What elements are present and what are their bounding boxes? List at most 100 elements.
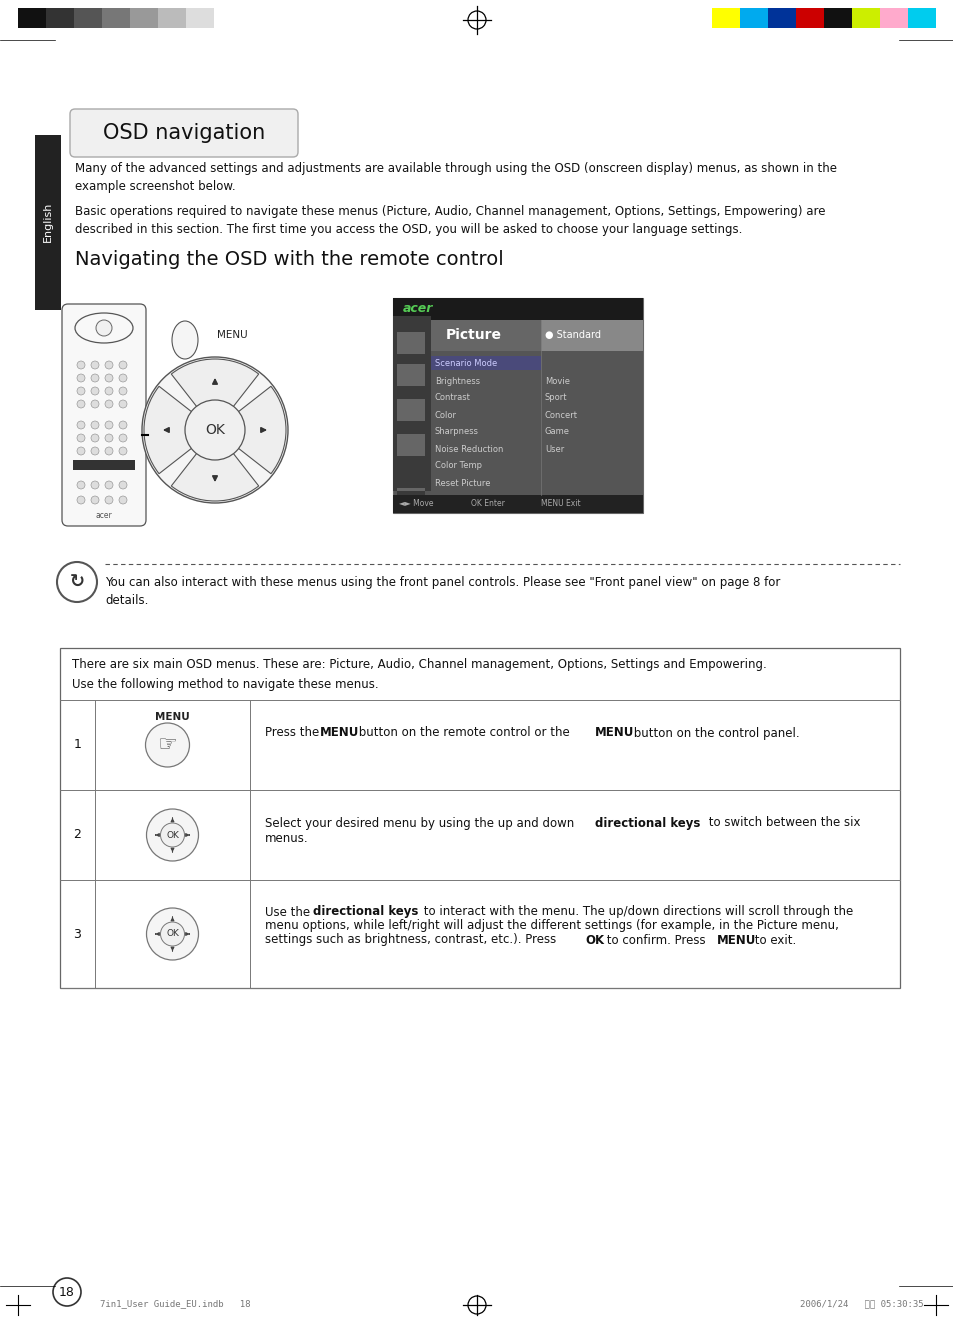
- Text: MENU: MENU: [595, 727, 634, 740]
- Circle shape: [77, 421, 85, 429]
- Text: Sport: Sport: [544, 393, 567, 402]
- Bar: [851, 8, 879, 28]
- Text: acer: acer: [95, 511, 112, 519]
- Bar: [431, 356, 540, 369]
- Circle shape: [105, 496, 112, 504]
- Text: Select your desired menu by using the up and down: Select your desired menu by using the up…: [265, 817, 578, 830]
- Bar: [711, 8, 740, 28]
- Bar: [540, 320, 642, 351]
- Circle shape: [185, 400, 245, 459]
- Text: to exit.: to exit.: [750, 933, 796, 947]
- Text: to switch between the six: to switch between the six: [704, 817, 860, 830]
- Bar: [396, 332, 424, 354]
- Text: User: User: [544, 445, 563, 454]
- FancyBboxPatch shape: [70, 109, 297, 158]
- Bar: [795, 8, 823, 28]
- Bar: [35, 135, 61, 310]
- Text: directional keys: directional keys: [595, 817, 700, 830]
- Text: Sharpness: Sharpness: [435, 428, 478, 437]
- Text: Use the following method to navigate these menus.: Use the following method to navigate the…: [71, 678, 378, 691]
- Text: ☞: ☞: [157, 735, 177, 755]
- Bar: [74, 8, 102, 28]
- Circle shape: [119, 387, 127, 395]
- Text: acer: acer: [402, 302, 433, 315]
- Circle shape: [142, 357, 288, 503]
- Text: OK: OK: [584, 933, 603, 947]
- Circle shape: [147, 908, 198, 960]
- Bar: [767, 8, 795, 28]
- Circle shape: [160, 824, 184, 847]
- Circle shape: [119, 434, 127, 442]
- Bar: [740, 8, 767, 28]
- Text: Press the: Press the: [265, 727, 323, 740]
- Circle shape: [105, 434, 112, 442]
- Bar: [393, 316, 431, 491]
- Circle shape: [91, 400, 99, 408]
- Bar: [130, 8, 158, 28]
- Circle shape: [105, 421, 112, 429]
- Circle shape: [119, 481, 127, 489]
- Bar: [60, 647, 899, 988]
- Circle shape: [53, 1278, 81, 1305]
- Text: 18: 18: [59, 1286, 75, 1299]
- Circle shape: [119, 400, 127, 408]
- Text: Picture: Picture: [446, 328, 501, 342]
- Wedge shape: [144, 387, 214, 474]
- Bar: [823, 8, 851, 28]
- Circle shape: [105, 400, 112, 408]
- Circle shape: [77, 400, 85, 408]
- Text: MENU Exit: MENU Exit: [540, 499, 580, 508]
- Text: MENU: MENU: [216, 330, 248, 340]
- Text: settings such as brightness, contrast, etc.). Press: settings such as brightness, contrast, e…: [265, 933, 559, 947]
- Text: Noise Reduction: Noise Reduction: [435, 445, 503, 454]
- Circle shape: [146, 723, 190, 767]
- Bar: [396, 491, 424, 512]
- Text: to confirm. Press: to confirm. Press: [602, 933, 709, 947]
- Ellipse shape: [75, 312, 132, 343]
- Text: Use the: Use the: [265, 906, 314, 919]
- Circle shape: [77, 481, 85, 489]
- Bar: [73, 459, 135, 470]
- FancyBboxPatch shape: [62, 305, 146, 526]
- Circle shape: [105, 361, 112, 369]
- Text: ◄► Move: ◄► Move: [398, 499, 433, 508]
- Text: 3: 3: [73, 928, 81, 940]
- Circle shape: [91, 387, 99, 395]
- Bar: [396, 466, 424, 489]
- Bar: [907, 8, 935, 28]
- Text: MENU: MENU: [319, 727, 359, 740]
- Text: OSD navigation: OSD navigation: [103, 123, 265, 143]
- Text: Basic operations required to navigate these menus (Picture, Audio, Channel manag: Basic operations required to navigate th…: [75, 205, 824, 236]
- Bar: [393, 298, 642, 320]
- Circle shape: [105, 448, 112, 455]
- Circle shape: [77, 496, 85, 504]
- Text: Brightness: Brightness: [435, 376, 479, 385]
- Text: to interact with the menu. The up/down directions will scroll through the: to interact with the menu. The up/down d…: [419, 906, 852, 919]
- Text: directional keys: directional keys: [313, 906, 418, 919]
- Circle shape: [77, 373, 85, 383]
- Text: menu options, while left/right will adjust the different settings (for example, : menu options, while left/right will adju…: [265, 919, 838, 932]
- Text: There are six main OSD menus. These are: Picture, Audio, Channel management, Opt: There are six main OSD menus. These are:…: [71, 658, 766, 671]
- Circle shape: [105, 373, 112, 383]
- Text: 7in1_User Guide_EU.indb   18: 7in1_User Guide_EU.indb 18: [100, 1299, 251, 1308]
- Bar: [213, 8, 242, 28]
- Circle shape: [91, 434, 99, 442]
- Circle shape: [77, 361, 85, 369]
- Circle shape: [91, 496, 99, 504]
- Text: 2: 2: [73, 829, 81, 842]
- Bar: [393, 298, 642, 512]
- Circle shape: [105, 481, 112, 489]
- Text: MENU: MENU: [155, 712, 190, 722]
- Circle shape: [57, 561, 97, 602]
- Text: Many of the advanced settings and adjustments are available through using the OS: Many of the advanced settings and adjust…: [75, 162, 836, 193]
- Text: ● Standard: ● Standard: [544, 330, 600, 340]
- Circle shape: [119, 361, 127, 369]
- Text: 1: 1: [73, 739, 81, 752]
- Text: Scenario Mode: Scenario Mode: [435, 360, 497, 368]
- Circle shape: [77, 387, 85, 395]
- Bar: [102, 8, 130, 28]
- Bar: [396, 364, 424, 387]
- Circle shape: [119, 448, 127, 455]
- Text: OK: OK: [166, 929, 179, 939]
- Text: You can also interact with these menus using the front panel controls. Please se: You can also interact with these menus u…: [105, 576, 780, 606]
